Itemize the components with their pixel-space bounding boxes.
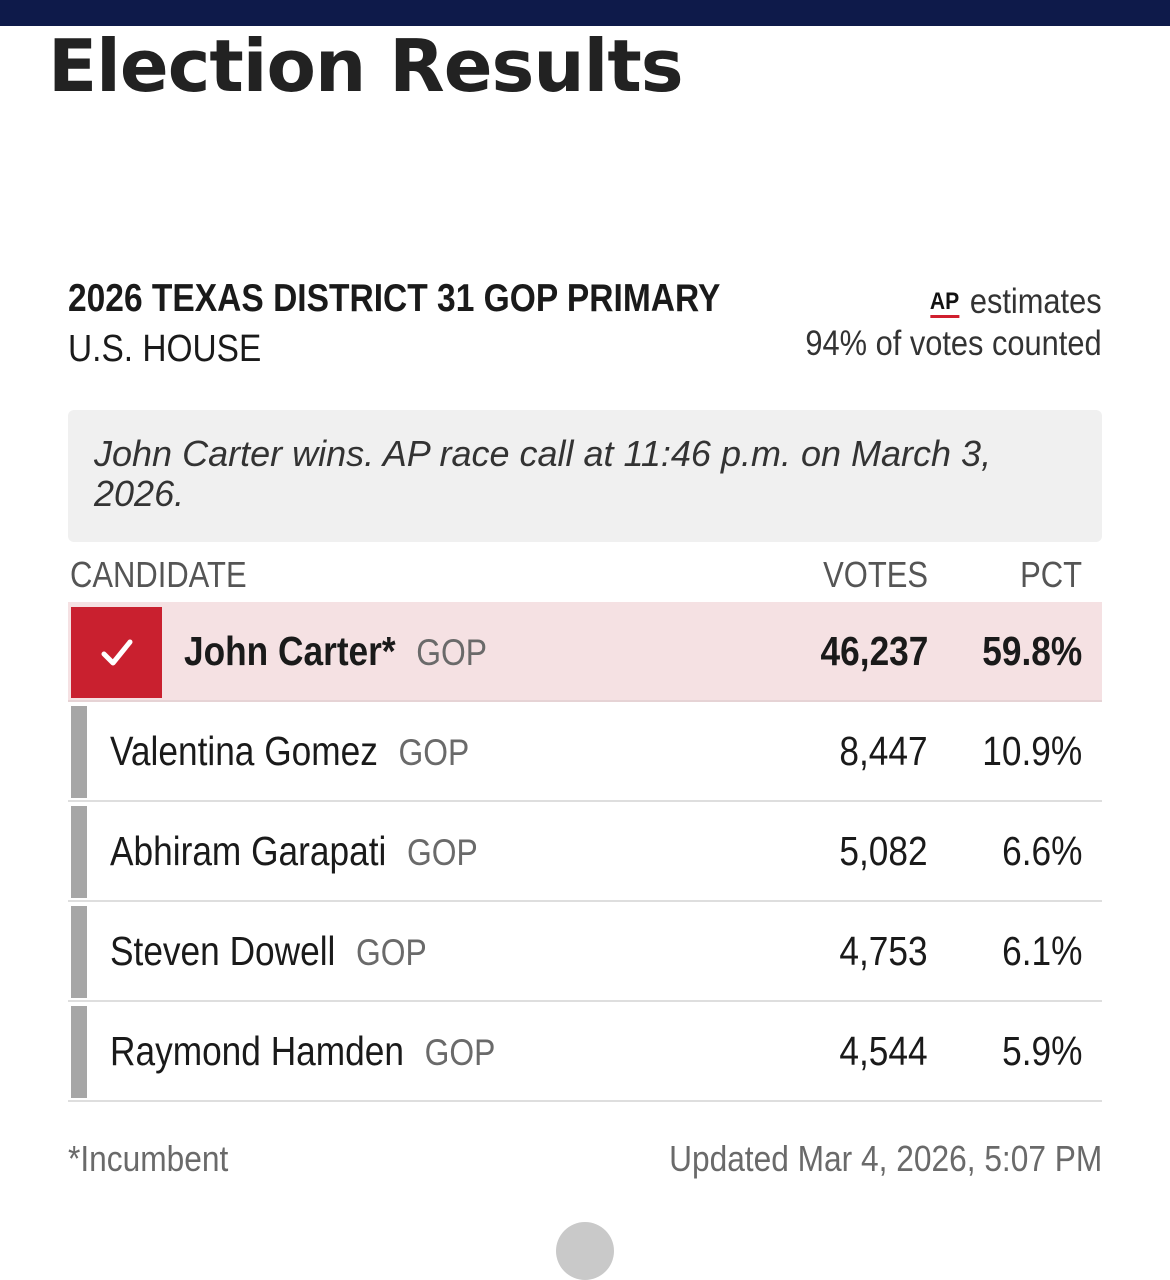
- page-title: Election Results: [48, 24, 684, 108]
- candidate-pct: 59.8%: [982, 628, 1082, 674]
- candidate-votes: 4,544: [839, 1028, 928, 1074]
- table-header: CANDIDATE VOTES PCT: [68, 550, 1102, 600]
- votes-counted: 94% of votes counted: [805, 324, 1102, 363]
- candidate-votes: 4,753: [839, 928, 928, 974]
- race-header: 2026 TEXAS DISTRICT 31 GOP PRIMARY U.S. …: [68, 276, 1102, 372]
- candidate-stripe: [71, 906, 87, 998]
- ap-logo: AP: [930, 289, 960, 318]
- table-row: Steven Dowell GOP 4,753 6.1%: [68, 902, 1102, 1002]
- ap-estimate-box: AP estimates 94% of votes counted: [765, 282, 1102, 364]
- candidate-party: GOP: [406, 832, 478, 873]
- results-footer: *Incumbent Updated Mar 4, 2026, 5:07 PM: [68, 1134, 1102, 1184]
- table-row: Abhiram Garapati GOP 5,082 6.6%: [68, 802, 1102, 902]
- candidate-name: John Carter* GOP: [184, 628, 487, 674]
- candidate-stripe: [71, 806, 87, 898]
- results-table: John Carter* GOP 46,237 59.8% Valentina G…: [68, 602, 1102, 1102]
- race-subtitle: U.S. HOUSE: [68, 328, 262, 370]
- candidate-party: GOP: [398, 732, 470, 773]
- table-row: Raymond Hamden GOP 4,544 5.9%: [68, 1002, 1102, 1102]
- candidate-votes: 8,447: [839, 728, 928, 774]
- header-votes: VOTES: [823, 554, 928, 595]
- winner-marker: [71, 607, 162, 698]
- top-navigation-bar: [0, 0, 1170, 26]
- header-pct: PCT: [1020, 554, 1082, 595]
- candidate-pct: 10.9%: [982, 728, 1082, 774]
- table-row: Valentina Gomez GOP 8,447 10.9%: [68, 702, 1102, 802]
- table-row-winner: John Carter* GOP 46,237 59.8%: [68, 602, 1102, 702]
- candidate-pct: 5.9%: [1001, 1028, 1082, 1074]
- candidate-name: Raymond Hamden GOP: [110, 1028, 496, 1074]
- checkmark-icon: [101, 639, 132, 665]
- candidate-pct: 6.1%: [1001, 928, 1082, 974]
- candidate-stripe: [71, 1006, 87, 1098]
- scroll-indicator[interactable]: [556, 1222, 614, 1280]
- race-call-text: John Carter wins. AP race call at 11:46 …: [94, 433, 992, 514]
- updated-timestamp: Updated Mar 4, 2026, 5:07 PM: [668, 1138, 1102, 1179]
- ap-estimates-label: estimates: [970, 282, 1102, 321]
- candidate-party: GOP: [424, 1032, 496, 1073]
- race-title: 2026 TEXAS DISTRICT 31 GOP PRIMARY: [68, 277, 721, 320]
- candidate-name: Abhiram Garapati GOP: [110, 828, 478, 874]
- candidate-party: GOP: [416, 632, 487, 673]
- header-candidate: CANDIDATE: [70, 554, 247, 595]
- candidate-votes: 46,237: [820, 628, 928, 674]
- candidate-votes: 5,082: [839, 828, 928, 874]
- candidate-stripe: [71, 706, 87, 798]
- candidate-pct: 6.6%: [1001, 828, 1082, 874]
- incumbent-note: *Incumbent: [68, 1138, 229, 1179]
- candidate-name: Valentina Gomez GOP: [110, 728, 470, 774]
- candidate-party: GOP: [356, 932, 427, 973]
- race-call-banner: John Carter wins. AP race call at 11:46 …: [68, 410, 1102, 542]
- candidate-name: Steven Dowell GOP: [110, 928, 427, 974]
